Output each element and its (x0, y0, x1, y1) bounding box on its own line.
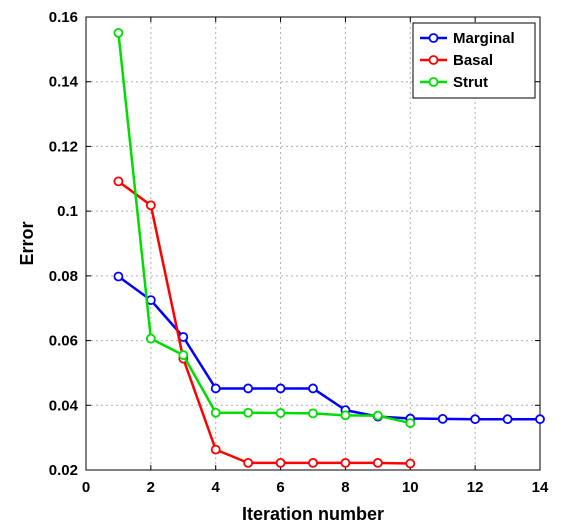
y-tick-label: 0.16 (49, 9, 78, 26)
y-tick-label: 0.08 (49, 268, 78, 285)
data-point-marginal (535, 414, 545, 425)
y-tick-label: 0.14 (49, 74, 79, 91)
plot-frame (85, 16, 541, 471)
y-tick-label: 0.12 (49, 138, 78, 155)
data-point-strut (243, 407, 254, 418)
data-point-basal (340, 457, 351, 468)
data-point-strut (340, 410, 351, 421)
data-point-marginal (275, 383, 286, 394)
data-point-basal (405, 458, 416, 469)
series-strut (113, 27, 416, 428)
x-tick-label: 6 (276, 479, 284, 496)
data-point-basal (275, 457, 286, 468)
x-tick-label: 8 (341, 479, 349, 496)
x-tick-label: 0 (82, 479, 90, 496)
data-point-marginal (308, 383, 318, 394)
data-point-marginal (210, 383, 221, 394)
legend-item-marginal: Marginal (420, 30, 515, 47)
data-point-basal (372, 457, 383, 468)
x-axis-title: Iteration number (242, 504, 384, 524)
legend-label: Marginal (453, 30, 515, 47)
data-point-marginal (113, 271, 124, 282)
y-tick-label: 0.02 (49, 462, 78, 479)
series-layer (113, 27, 545, 469)
data-point-basal (113, 176, 124, 187)
legend: Marginal Basal Strut (412, 22, 536, 99)
data-point-strut (405, 418, 416, 428)
x-tick-label: 12 (467, 479, 484, 496)
legend-label: Strut (453, 74, 488, 91)
data-point-marginal (470, 414, 481, 425)
data-point-marginal (502, 414, 513, 425)
data-point-basal (145, 200, 156, 211)
x-tick-label: 10 (402, 479, 419, 496)
y-tick-label: 0.1 (57, 203, 78, 220)
y-tick-label: 0.06 (49, 333, 78, 350)
data-point-strut (145, 333, 156, 344)
legend-swatch-marker (428, 55, 439, 65)
legend-label: Basal (453, 52, 493, 69)
data-point-basal (210, 444, 221, 455)
legend-swatch-marker (428, 33, 439, 43)
data-point-basal (243, 457, 254, 468)
legend-item-basal: Basal (420, 52, 493, 69)
legend-swatch-marker (428, 77, 439, 87)
y-tick-label: 0.04 (49, 397, 79, 414)
data-point-strut (275, 408, 286, 418)
series-line-basal (117, 180, 411, 465)
data-point-strut (178, 350, 189, 361)
series-basal (113, 176, 416, 469)
data-point-strut (308, 408, 318, 419)
y-axis-title: Error (17, 221, 37, 265)
data-point-marginal (243, 383, 254, 394)
data-point-strut (372, 410, 383, 421)
ticks: 0 2 4 6 8 10 12 14 0.02 0.04 0.06 0.08 0.1 0.12 0.14 0.… (49, 9, 549, 496)
grid (86, 17, 540, 470)
data-point-strut (113, 27, 124, 38)
data-point-strut (210, 407, 221, 418)
data-point-marginal (437, 413, 448, 424)
x-tick-label: 2 (147, 479, 155, 496)
x-tick-label: 14 (532, 479, 549, 496)
series-line-marginal (117, 275, 540, 421)
x-tick-label: 4 (212, 479, 221, 496)
data-point-basal (308, 457, 318, 468)
series-line-strut (117, 32, 411, 425)
legend-item-strut: Strut (420, 74, 488, 91)
